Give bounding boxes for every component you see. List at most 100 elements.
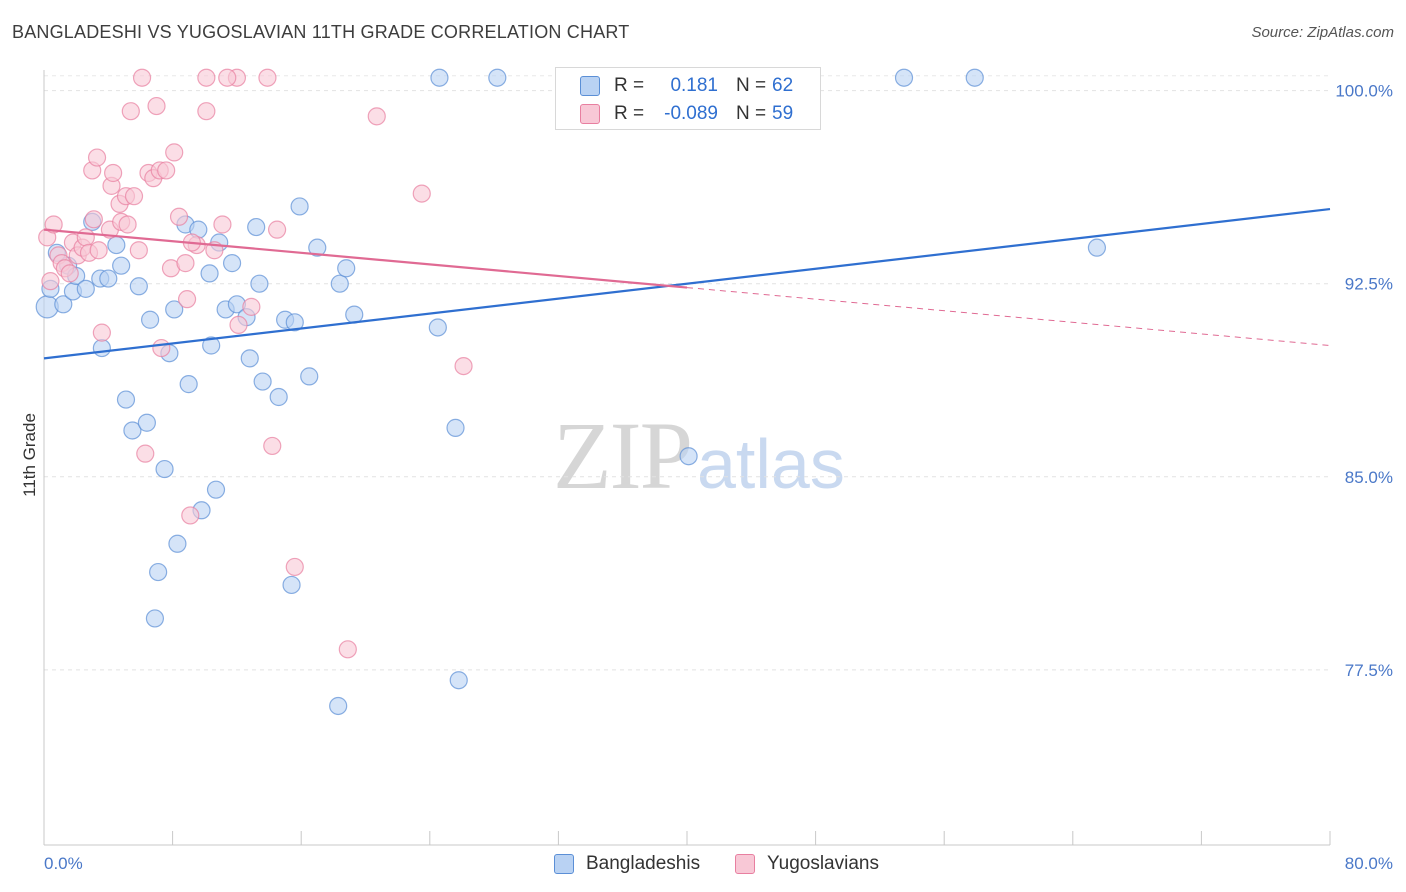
point-bangladeshis [430,68,449,87]
r-value: 0.181 [670,75,718,96]
point-bangladeshis [428,318,447,337]
point-yugoslavians [165,143,184,162]
point-bangladeshis [446,418,465,437]
r-value: -0.089 [664,103,718,124]
point-yugoslavians [197,102,216,121]
grid-lines [44,75,1330,671]
point-bangladeshis [300,367,319,386]
point-bangladeshis [168,534,187,553]
point-bangladeshis [337,259,356,278]
point-yugoslavians [263,436,282,456]
point-yugoslavians [367,107,386,126]
point-yugoslavians [118,215,137,234]
point-bangladeshis [76,279,95,298]
n-value: 62 [772,75,794,96]
legend-swatch-bangladeshis [554,854,574,874]
point-bangladeshis [449,671,468,690]
y-tick-label: 92.5% [1345,275,1393,294]
point-bangladeshis [99,269,118,288]
point-bangladeshis [145,609,165,628]
point-yugoslavians [181,506,200,525]
point-yugoslavians [44,215,63,234]
n-label: N = [736,75,767,96]
point-bangladeshis [200,264,219,283]
point-bangladeshis [308,238,327,257]
point-bangladeshis [329,696,348,716]
axes [43,70,1331,846]
point-yugoslavians [76,228,95,247]
point-bangladeshis [149,562,168,582]
data-points [35,68,1107,716]
point-bangladeshis [107,235,126,255]
point-yugoslavians [41,272,60,291]
point-bangladeshis [179,375,198,394]
point-bangladeshis [165,300,184,319]
point-bangladeshis [140,310,160,329]
watermark: ZIPatlas [553,400,845,511]
point-yugoslavians [89,241,108,260]
point-bangladeshis [112,256,131,275]
tick-labels: 100.0% 92.5% 85.0% 77.5% 0.0% 80.0% [44,82,1393,873]
legend-swatch-bangladeshis [580,76,600,96]
point-yugoslavians [176,254,195,273]
point-yugoslavians [92,323,111,342]
point-yugoslavians [60,264,79,283]
y-axis-label: 11th Grade [20,413,39,497]
legend-label-yugoslavians: Yugoslavians [767,853,879,874]
r-label: R = [614,103,645,124]
point-yugoslavians [338,640,357,659]
point-bangladeshis [488,68,507,87]
point-yugoslavians [104,163,123,183]
legend-row-yugoslavians: R = -0.089 N = 59 [556,100,820,128]
point-bangladeshis [253,372,272,391]
y-tick-label: 77.5% [1345,661,1393,680]
point-yugoslavians [267,220,287,239]
point-yugoslavians [242,297,261,316]
point-yugoslavians [454,356,473,376]
point-yugoslavians [169,207,189,226]
point-bangladeshis [679,447,698,466]
point-bangladeshis [269,387,288,407]
point-yugoslavians [258,68,277,87]
point-bangladeshis [202,336,221,355]
point-bangladeshis [116,390,136,409]
point-yugoslavians [84,210,103,229]
point-bangladeshis [247,217,266,237]
point-bangladeshis [894,68,914,87]
point-bangladeshis [290,197,309,216]
legend-swatch-yugoslavians [735,854,755,874]
point-bangladeshis [206,480,226,499]
legend-swatch-yugoslavians [580,104,600,124]
point-yugoslavians [197,68,216,87]
point-bangladeshis [250,274,269,293]
point-yugoslavians [124,187,144,206]
stats-legend: R = 0.181 N = 62 R = -0.089 N = 59 [555,67,821,130]
legend-label-bangladeshis: Bangladeshis [586,853,701,874]
point-yugoslavians [285,557,304,577]
source-credit: Source: ZipAtlas.com [1251,24,1394,41]
point-bangladeshis [240,349,259,368]
point-yugoslavians [136,444,155,463]
point-yugoslavians [132,68,152,87]
legend-row-bangladeshis: R = 0.181 N = 62 [556,72,820,100]
x-tick-label: 80.0% [1345,854,1393,873]
trend-line-yugoslavians-dashed [686,287,1331,346]
n-value: 59 [772,103,794,124]
y-tick-label: 85.0% [1345,468,1393,487]
point-yugoslavians [177,290,197,309]
point-yugoslavians [213,215,232,234]
point-bangladeshis [123,421,142,440]
point-yugoslavians [229,315,248,335]
chart-title: BANGLADESHI VS YUGOSLAVIAN 11TH GRADE CO… [12,22,630,42]
watermark-atlas: atlas [697,425,845,503]
point-bangladeshis [222,254,242,273]
point-bangladeshis [282,575,301,595]
point-yugoslavians [218,68,237,87]
point-bangladeshis [330,274,349,293]
n-label: N = [736,103,767,124]
point-yugoslavians [121,102,140,121]
y-tick-label: 100.0% [1335,82,1393,101]
trend-line-yugoslavians [43,228,688,289]
point-bangladeshis [54,295,73,314]
